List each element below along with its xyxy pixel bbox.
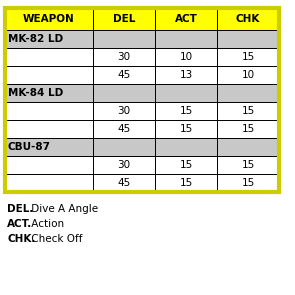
Bar: [217, 120, 279, 138]
Text: 10: 10: [179, 52, 193, 62]
Bar: [5, 138, 93, 156]
Bar: [5, 102, 93, 120]
Bar: [217, 174, 279, 192]
Text: 30: 30: [117, 160, 131, 170]
Bar: [217, 138, 279, 156]
Bar: [93, 84, 155, 102]
Bar: [217, 66, 279, 84]
Bar: [155, 66, 217, 84]
Bar: [155, 120, 217, 138]
Text: Action: Action: [28, 219, 64, 229]
Text: 15: 15: [179, 106, 193, 116]
Bar: [93, 156, 155, 174]
Bar: [155, 138, 217, 156]
Bar: [93, 120, 155, 138]
Text: 10: 10: [241, 70, 255, 80]
Text: WEAPON: WEAPON: [23, 14, 75, 24]
Bar: [93, 102, 155, 120]
Text: 13: 13: [179, 70, 193, 80]
Text: CBU-87: CBU-87: [8, 142, 51, 152]
Text: 45: 45: [117, 70, 131, 80]
Bar: [5, 8, 279, 192]
Bar: [93, 174, 155, 192]
Text: MK-82 LD: MK-82 LD: [8, 34, 63, 44]
Text: 30: 30: [117, 52, 131, 62]
Bar: [217, 156, 279, 174]
Text: CHK: CHK: [236, 14, 260, 24]
Bar: [5, 174, 93, 192]
Bar: [5, 156, 93, 174]
Text: 30: 30: [117, 106, 131, 116]
Text: 15: 15: [179, 178, 193, 188]
Text: 45: 45: [117, 124, 131, 134]
Bar: [5, 84, 93, 102]
Text: MK-84 LD: MK-84 LD: [8, 88, 63, 98]
Text: DEL: DEL: [113, 14, 135, 24]
Bar: [155, 102, 217, 120]
Text: Check Off: Check Off: [28, 234, 82, 244]
Bar: [93, 48, 155, 66]
Text: 15: 15: [179, 124, 193, 134]
Bar: [217, 84, 279, 102]
Bar: [5, 48, 93, 66]
Text: 15: 15: [241, 106, 255, 116]
Bar: [217, 48, 279, 66]
Bar: [217, 102, 279, 120]
Text: 15: 15: [241, 124, 255, 134]
Bar: [93, 30, 155, 48]
Bar: [93, 66, 155, 84]
Bar: [155, 48, 217, 66]
Bar: [155, 8, 217, 30]
Bar: [5, 120, 93, 138]
Text: ACT.: ACT.: [7, 219, 32, 229]
Bar: [93, 138, 155, 156]
Bar: [5, 66, 93, 84]
Text: Dive A Angle: Dive A Angle: [28, 204, 98, 214]
Bar: [155, 174, 217, 192]
Text: CHK.: CHK.: [7, 234, 35, 244]
Text: ACT: ACT: [175, 14, 197, 24]
Bar: [93, 8, 155, 30]
Text: 15: 15: [179, 160, 193, 170]
Bar: [5, 8, 93, 30]
Bar: [217, 8, 279, 30]
Bar: [155, 84, 217, 102]
Bar: [155, 156, 217, 174]
Text: 45: 45: [117, 178, 131, 188]
Text: DEL.: DEL.: [7, 204, 33, 214]
Text: 15: 15: [241, 52, 255, 62]
Text: 15: 15: [241, 178, 255, 188]
Text: 15: 15: [241, 160, 255, 170]
Bar: [155, 30, 217, 48]
Bar: [5, 30, 93, 48]
Bar: [217, 30, 279, 48]
